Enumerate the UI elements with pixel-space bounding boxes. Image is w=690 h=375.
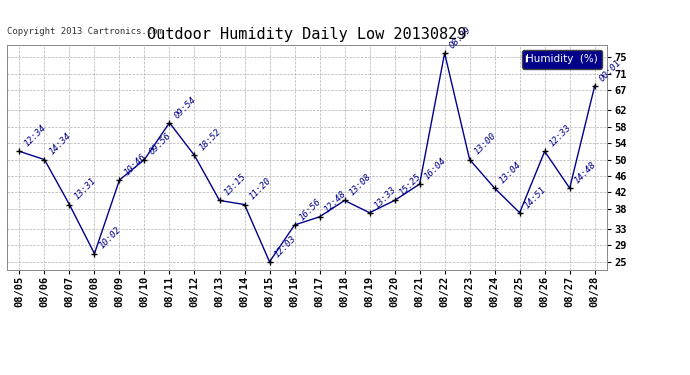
Text: 15:25: 15:25 (397, 172, 423, 198)
Text: 12:33: 12:33 (547, 123, 573, 148)
Text: 09:54: 09:54 (172, 94, 197, 120)
Text: 12:34: 12:34 (22, 123, 48, 148)
Text: 13:08: 13:08 (347, 172, 373, 198)
Text: 13:15: 13:15 (222, 172, 248, 198)
Text: 00:01: 00:01 (598, 58, 623, 83)
Text: 14:48: 14:48 (573, 160, 598, 185)
Text: 12:03: 12:03 (273, 234, 297, 259)
Text: 13:00: 13:00 (473, 131, 497, 157)
Text: Copyright 2013 Cartronics.com: Copyright 2013 Cartronics.com (7, 27, 163, 36)
Text: 14:51: 14:51 (522, 184, 548, 210)
Text: 13:04: 13:04 (497, 160, 523, 185)
Text: 12:48: 12:48 (322, 189, 348, 214)
Text: 16:56: 16:56 (297, 197, 323, 222)
Text: 18:52: 18:52 (197, 127, 223, 153)
Text: 14:34: 14:34 (47, 131, 72, 157)
Text: 10:46: 10:46 (122, 152, 148, 177)
Text: 10:02: 10:02 (97, 225, 123, 251)
Text: 08:29: 08:29 (447, 25, 473, 50)
Text: 13:31: 13:31 (72, 176, 97, 202)
Text: 11:20: 11:20 (247, 176, 273, 202)
Text: 13:33: 13:33 (373, 184, 397, 210)
Title: Outdoor Humidity Daily Low 20130829: Outdoor Humidity Daily Low 20130829 (148, 27, 466, 42)
Legend: Humidity  (%): Humidity (%) (522, 50, 602, 69)
Text: 09:56: 09:56 (147, 131, 172, 157)
Text: 16:04: 16:04 (422, 156, 448, 182)
